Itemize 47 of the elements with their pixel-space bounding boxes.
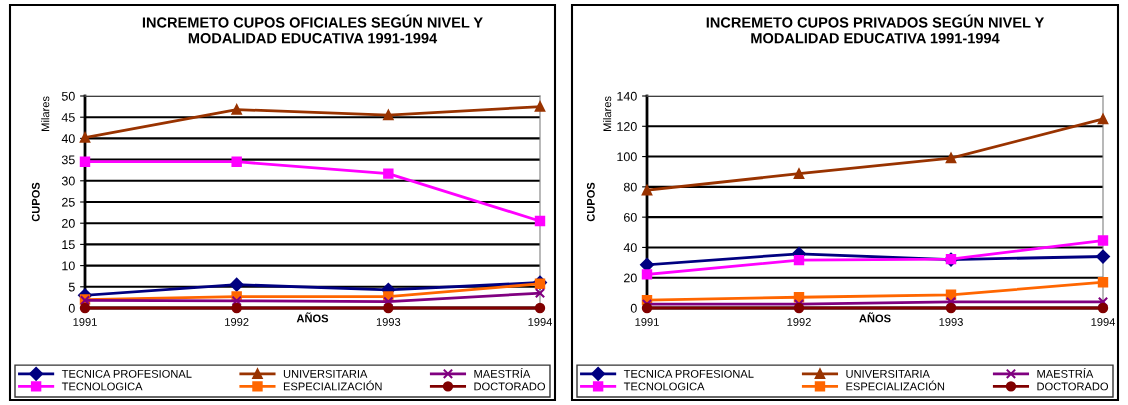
x-tick-label: 1994 [528,318,553,326]
legend-label: DOCTORADO [1037,382,1109,391]
x-tick-label: 1993 [376,318,401,326]
legend-label: TECNICA PROFESIONAL [623,369,754,378]
chart-title: INCREMETO CUPOS OFICIALES SEGÚN NIVEL Y MODALIDAD EDUCATIVA 1991-1994 [142,14,483,44]
y-tick-label: 40 [623,243,637,253]
y-tick-label: 10 [62,261,75,271]
x-tick-label: 1994 [1091,318,1116,326]
x-tick-label: 1991 [635,318,659,326]
y-tick-label: 0 [68,303,75,313]
y-tick-label: 0 [630,303,637,313]
x-tick-label: 1992 [225,318,249,326]
legend-label: TECNICA PROFESIONAL [61,369,192,378]
legend-label: UNIVERSITARIA [846,369,930,378]
x-axis-title: AÑOS [296,312,329,323]
legend-label: DOCTORADO [474,382,546,391]
x-tick-label: 1991 [73,318,97,326]
text: Milares [603,96,612,131]
y-tick-label: 50 [61,91,75,101]
y-tick-label: 80 [623,182,637,192]
x-axis-title: AÑOS [859,312,891,323]
x-tick-label: 1992 [787,318,811,326]
y-tick-label: 5 [68,282,75,292]
y-tick-label: 15 [62,240,75,250]
text: Milares [41,96,50,131]
y-tick-label: 140 [617,91,637,101]
y-tick-label: 20 [62,219,75,228]
y-tick-label: 35 [61,155,75,165]
legend-label: MAESTRÍA [1037,368,1094,378]
y-tick-label: 20 [624,273,637,283]
chart-title: INCREMETO CUPOS PRIVADOS SEGÚN NIVEL Y MODALIDAD EDUCATIVA 1991-1994 [706,14,1044,44]
legend-label: ESPECIALIZACIÓN [283,380,382,391]
y-tick-label: 30 [61,176,75,186]
legend-label: UNIVERSITARIA [283,369,368,378]
y-tick-label: 45 [61,113,75,122]
y-tick-label: 120 [617,122,637,131]
y-tick-label: 25 [62,197,75,207]
y-tick-label: 60 [624,212,637,222]
y-axis-title: CUPOS [586,182,595,222]
legend-label: ESPECIALIZACIÓN [846,380,945,391]
x-tick-label: 1993 [939,318,963,326]
y-tick-label: 100 [617,152,637,162]
y-axis-title: CUPOS [31,182,40,222]
legend-label: TECNOLOGICA [623,382,705,391]
legend-label: MAESTRÍA [474,368,531,378]
legend-label: TECNOLOGICA [61,382,143,391]
y-tick-label: 40 [61,134,75,144]
